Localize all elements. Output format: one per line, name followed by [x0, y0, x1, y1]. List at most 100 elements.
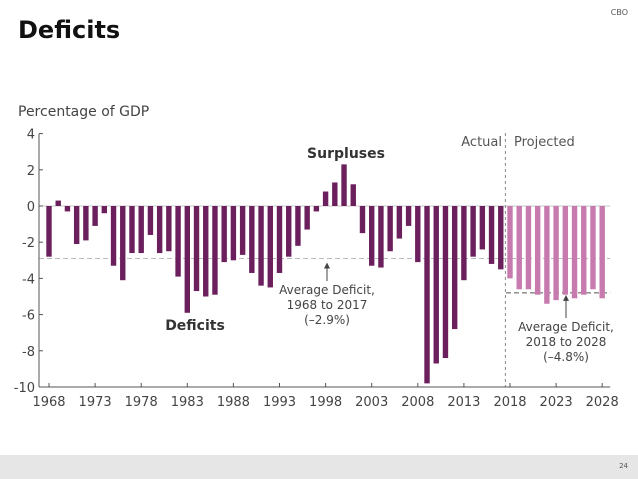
y-tick-label: -8	[22, 345, 35, 360]
bar-projected-2023	[553, 206, 559, 301]
bar-actual-1969	[55, 200, 61, 206]
bar-actual-1982	[175, 206, 181, 277]
actual-label: Actual	[461, 135, 502, 150]
page-number: 24	[619, 462, 628, 470]
avg-deficit-2-line3: (–4.8%)	[543, 350, 589, 364]
bar-projected-2027	[590, 206, 596, 290]
bar-actual-1999	[332, 182, 338, 206]
footer-bar: 24	[0, 455, 638, 479]
avg-deficit-2-line1: Average Deficit,	[518, 320, 614, 334]
avg-deficit-1-line3: (–2.9%)	[304, 313, 350, 327]
y-tick-label: -4	[22, 272, 35, 287]
bar-actual-1974	[101, 206, 108, 214]
bar-projected-2026	[581, 206, 587, 295]
avg-deficit-1-line2: 1968 to 2017	[287, 298, 368, 312]
x-tick-label: 2023	[540, 395, 573, 410]
y-tick-label: 4	[27, 128, 35, 143]
brand-label: CBO	[610, 8, 628, 17]
avg-deficit-1-line1: Average Deficit,	[279, 283, 375, 297]
bar-actual-2011	[442, 206, 449, 359]
bar-projected-2021	[534, 206, 541, 295]
y-tick-label: 2	[27, 164, 35, 179]
annotations: Surpluses Deficits Actual Projected Aver…	[165, 135, 614, 364]
y-tick-label: 0	[27, 200, 35, 215]
bar-actual-1978	[138, 206, 144, 254]
surpluses-label: Surpluses	[307, 146, 385, 162]
bar-actual-2016	[488, 206, 495, 264]
bar-actual-1996	[304, 206, 310, 230]
bar-actual-1979	[147, 206, 154, 235]
bar-actual-1972	[83, 206, 89, 241]
bar-actual-2017	[498, 206, 504, 270]
bar-actual-2014	[470, 206, 476, 257]
bar-actual-1994	[286, 206, 292, 257]
bar-actual-1995	[295, 206, 301, 246]
bar-actual-1986	[212, 206, 218, 295]
deficits-label: Deficits	[165, 318, 225, 334]
y-axis-label: Percentage of GDP	[18, 104, 149, 120]
bar-actual-2000	[341, 164, 347, 206]
bar-projected-2022	[544, 206, 550, 304]
bar-projected-2020	[525, 206, 532, 290]
bar-actual-1976	[120, 206, 126, 281]
y-tick-label: -2	[22, 236, 35, 251]
bar-actual-2013	[461, 206, 467, 281]
bar-actual-1968	[46, 206, 52, 257]
bar-actual-1998	[322, 191, 329, 206]
y-tick-label: -6	[22, 309, 35, 324]
bar-actual-1993	[276, 206, 283, 273]
bar-actual-2009	[424, 206, 430, 384]
bar-actual-1970	[64, 206, 71, 212]
bar-actual-1983	[184, 206, 190, 313]
bar-actual-1971	[73, 206, 80, 245]
x-tick-label: 1998	[309, 395, 342, 410]
bar-actual-1977	[129, 206, 135, 254]
bar-actual-2006	[396, 206, 403, 239]
bar-actual-2015	[479, 206, 486, 250]
x-tick-label: 1973	[79, 395, 112, 410]
avg-deficit-1-arrow-head	[324, 262, 330, 269]
bar-actual-2005	[387, 206, 393, 252]
avg-deficit-2-arrow-head	[563, 294, 569, 301]
x-tick-label: 2008	[401, 395, 434, 410]
bar-actual-2001	[350, 184, 356, 206]
x-tick-label: 1993	[263, 395, 296, 410]
x-tick-label: 1978	[125, 395, 158, 410]
bar-projected-2018	[507, 206, 513, 279]
bars	[46, 164, 605, 384]
bar-projected-2024	[562, 206, 569, 295]
page-title: Deficits	[18, 16, 121, 44]
x-tick-label: 2013	[447, 395, 480, 410]
bar-projected-2025	[571, 206, 578, 299]
bar-actual-2008	[415, 206, 421, 263]
bar-actual-1992	[267, 206, 273, 288]
x-tick-label: 2028	[586, 395, 619, 410]
bar-actual-1991	[258, 206, 264, 286]
bar-actual-1987	[221, 206, 227, 263]
y-tick-label: -10	[14, 381, 35, 396]
bar-actual-2003	[369, 206, 375, 266]
x-tick-label: 1983	[171, 395, 204, 410]
bar-actual-2004	[378, 206, 384, 268]
bar-actual-1997	[313, 206, 320, 212]
bar-projected-2028	[599, 206, 605, 299]
bar-actual-1981	[166, 206, 172, 252]
bar-actual-2002	[359, 206, 366, 234]
bar-actual-1990	[249, 206, 255, 273]
projected-label: Projected	[514, 135, 575, 150]
bar-actual-1975	[110, 206, 117, 266]
bar-actual-1985	[203, 206, 209, 297]
bar-actual-1989	[239, 206, 246, 255]
bar-actual-2012	[451, 206, 458, 330]
x-tick-label: 1968	[32, 395, 65, 410]
x-tick-label: 2003	[355, 395, 388, 410]
bar-actual-2007	[405, 206, 412, 226]
x-tick-label: 1988	[217, 395, 250, 410]
bar-actual-1988	[230, 206, 237, 261]
bar-projected-2019	[516, 206, 522, 290]
bar-actual-1984	[193, 206, 200, 292]
avg-deficit-2-line2: 2018 to 2028	[526, 335, 607, 349]
bar-actual-1973	[92, 206, 98, 226]
